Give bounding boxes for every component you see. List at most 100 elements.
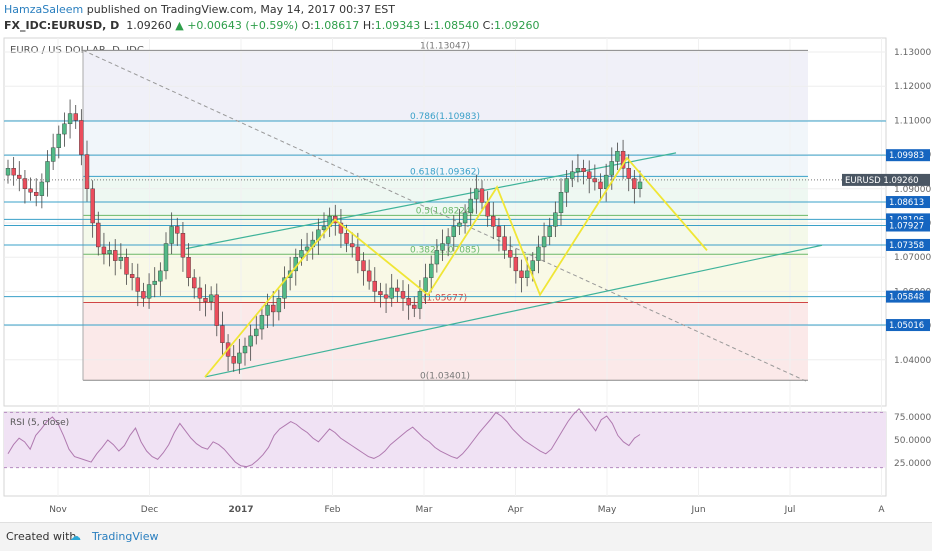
candle-body — [457, 222, 462, 227]
high-label: H: — [362, 19, 375, 32]
low-value: 1.08540 — [433, 19, 480, 32]
price-tag-box — [886, 238, 930, 251]
candle-body — [637, 181, 643, 190]
footer-bar: Created with ☁ TradingView — [0, 522, 932, 551]
candle-body — [508, 250, 513, 258]
candle-body — [11, 168, 16, 176]
candle-body — [113, 250, 118, 261]
quote-line: FX_IDC:EURUSD, D 1.09260 ▲ +0.00643 (+0.… — [4, 19, 540, 32]
candle-body — [84, 154, 90, 189]
x-tick-label: Mar — [416, 505, 433, 515]
fib-level-label: (1.05677) — [423, 293, 467, 303]
fib-zone-band — [83, 215, 808, 255]
candle-body — [180, 233, 186, 258]
candle-body — [135, 277, 140, 292]
candle-body — [378, 291, 383, 296]
candle-body — [152, 280, 157, 285]
last-price: 1.09260 — [126, 19, 172, 32]
candle-body — [338, 222, 344, 234]
candle-body — [609, 161, 614, 176]
candle-body — [412, 304, 417, 309]
candle-body — [513, 256, 519, 272]
high-value: 1.09343 — [374, 19, 421, 32]
fib-zone-band — [83, 176, 808, 216]
candle-body — [592, 178, 598, 183]
y-tick-label: 1.04000 — [894, 356, 931, 366]
candle-body — [383, 294, 389, 299]
candle-body — [22, 178, 28, 189]
candle-body — [163, 243, 169, 272]
y-tick-label: 1.11000 — [894, 116, 931, 126]
candle-body — [406, 298, 411, 306]
candle-body — [417, 291, 423, 309]
candle-body — [598, 181, 603, 190]
y-tick-label: 1.13000 — [894, 48, 931, 58]
candle-body — [564, 178, 569, 193]
candle-body — [304, 246, 310, 251]
tradingview-logo-icon[interactable]: ☁ — [70, 530, 81, 543]
fib-level-label: 0(1.03401) — [420, 371, 470, 381]
rsi-tick-label: 50.0000 — [894, 436, 931, 446]
candle-body — [146, 284, 152, 299]
candle-body — [90, 188, 95, 224]
rsi-tick-label: 75.0000 — [894, 413, 931, 423]
published-text: published on TradingView.com, May 14, 20… — [86, 3, 395, 16]
candle-body — [344, 233, 349, 244]
price-tag-label: 1.07358 — [889, 241, 924, 251]
candle-body — [101, 246, 107, 254]
candle-body — [615, 150, 620, 162]
candle-body — [73, 113, 78, 121]
x-tick-label: 2017 — [228, 505, 253, 515]
candle-body — [429, 263, 434, 278]
author-link[interactable]: HamzaSaleem — [4, 3, 84, 16]
candle-body — [50, 147, 56, 162]
candle-body — [34, 192, 39, 196]
y-tick-label: 1.07000 — [894, 253, 931, 263]
candle-body — [451, 226, 456, 237]
price-tag-box — [886, 319, 930, 332]
price-tag-label: 1.08613 — [889, 198, 924, 208]
rsi-line — [7, 407, 641, 468]
candle-body — [231, 356, 236, 364]
price-chart[interactable]: EURO / US DOLLAR, D, IDC 1.13000 1.12000 1… — [0, 34, 932, 522]
candle-body — [107, 250, 112, 254]
price-tag-label: EURUSD 1.09260 — [845, 176, 919, 186]
candle-body — [141, 291, 146, 299]
fib-zone-band — [83, 50, 808, 121]
candle-body — [581, 168, 586, 172]
candle-body — [350, 243, 355, 248]
candle-body — [79, 120, 84, 155]
rsi-band — [4, 412, 886, 468]
candle-body — [197, 287, 203, 299]
candle-body — [265, 304, 270, 316]
candle-body — [361, 260, 366, 272]
candle-body — [129, 274, 135, 278]
price-tag-box — [842, 173, 930, 186]
channel-upper-line — [185, 152, 677, 250]
candle-body — [67, 113, 73, 125]
created-with-text: Created with — [6, 530, 77, 543]
fib-level-label: 1(1.13047) — [420, 41, 470, 51]
open-label: O: — [301, 19, 314, 32]
candle-body — [434, 250, 440, 265]
tradingview-link[interactable]: TradingView — [92, 530, 159, 543]
price-tag-label: 1.05848 — [889, 293, 924, 303]
close-label: C: — [482, 19, 495, 32]
close-value: 1.09260 — [494, 19, 540, 32]
candle-body — [496, 226, 502, 237]
fib-zone-band — [83, 120, 808, 177]
low-label: L: — [423, 19, 434, 32]
candle-body — [203, 298, 208, 302]
candle-body — [28, 188, 33, 193]
open-value: 1.08617 — [313, 19, 360, 32]
fib-level-label: 0.786(1.10983) — [410, 112, 480, 122]
price-tag-box — [886, 149, 930, 162]
channel-lower-line — [204, 244, 823, 378]
candle-body — [440, 243, 445, 251]
rsi-label: RSI (5, close) — [10, 418, 69, 428]
candle-body — [299, 250, 304, 258]
fib-level-label: 0.5(1.08224) — [416, 206, 475, 216]
candle-body — [536, 246, 541, 261]
candle-body — [96, 222, 101, 248]
candle-body — [208, 294, 214, 302]
